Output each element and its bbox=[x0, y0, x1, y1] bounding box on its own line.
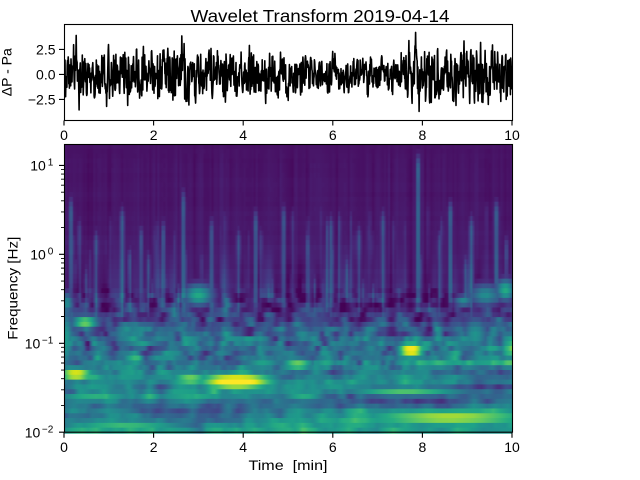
svg-text:8: 8 bbox=[419, 439, 427, 455]
svg-text:Wavelet Transform 2019-04-14: Wavelet Transform 2019-04-14 bbox=[191, 6, 450, 26]
svg-text:1: 1 bbox=[48, 158, 54, 169]
svg-text:−2: −2 bbox=[42, 424, 54, 435]
svg-text:Time [min]: Time [min] bbox=[249, 457, 328, 473]
svg-text:10: 10 bbox=[504, 439, 520, 455]
svg-text:10: 10 bbox=[25, 425, 41, 441]
svg-text:0.0: 0.0 bbox=[36, 66, 56, 82]
svg-text:0: 0 bbox=[48, 247, 54, 258]
svg-text:6: 6 bbox=[329, 127, 337, 143]
svg-text:2: 2 bbox=[150, 439, 158, 455]
svg-text:2.5: 2.5 bbox=[36, 41, 56, 57]
svg-text:4: 4 bbox=[239, 439, 247, 455]
svg-text:−2.5: −2.5 bbox=[28, 91, 56, 107]
svg-text:8: 8 bbox=[419, 127, 427, 143]
svg-text:10: 10 bbox=[30, 247, 46, 263]
svg-text:10: 10 bbox=[30, 158, 46, 174]
svg-text:10: 10 bbox=[504, 127, 520, 143]
svg-text:0: 0 bbox=[60, 439, 68, 455]
svg-text:10: 10 bbox=[25, 336, 41, 352]
svg-text:4: 4 bbox=[239, 127, 247, 143]
svg-text:6: 6 bbox=[329, 439, 337, 455]
svg-text:0: 0 bbox=[60, 127, 68, 143]
svg-text:ΔP - Pa: ΔP - Pa bbox=[0, 48, 15, 96]
svg-text:−1: −1 bbox=[42, 336, 54, 347]
svg-text:2: 2 bbox=[150, 127, 158, 143]
svg-text:Frequency [Hz]: Frequency [Hz] bbox=[5, 237, 21, 340]
